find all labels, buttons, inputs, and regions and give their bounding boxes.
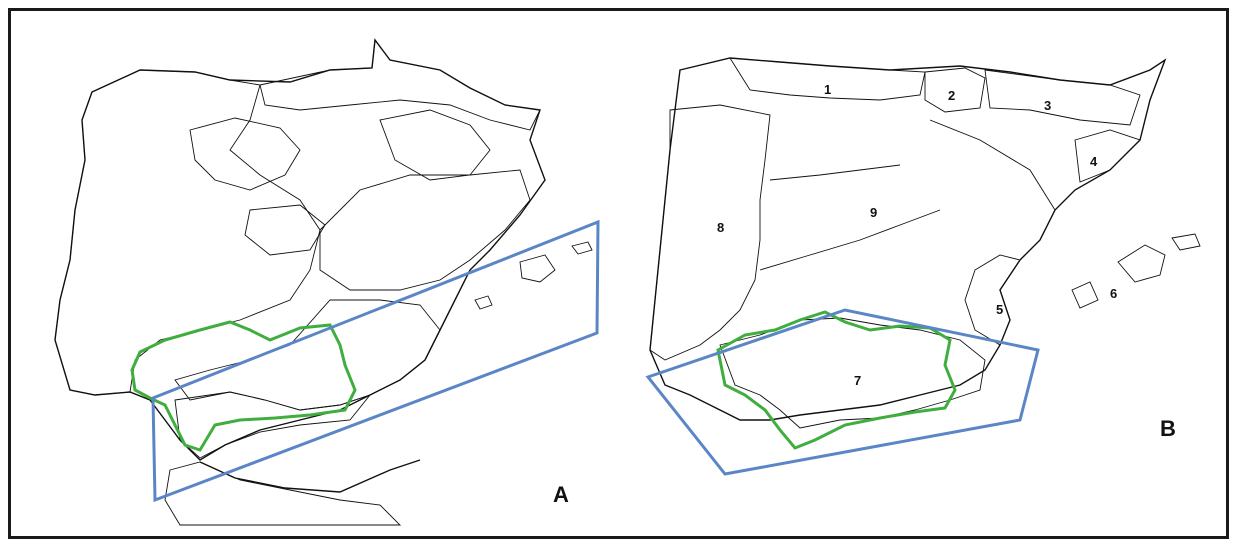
panel-a-highlight-box xyxy=(151,219,600,503)
panel-b-region-label-4: 4 xyxy=(1090,154,1098,169)
panel-a-letter: A xyxy=(553,482,569,507)
panel-b-region-2 xyxy=(924,67,986,113)
panel-b-region-label-1: 1 xyxy=(824,82,831,97)
panel-a-duero-basin xyxy=(189,117,301,191)
panel-a-betic-internal xyxy=(174,299,441,411)
panel-b-region-label-3: 3 xyxy=(1044,98,1051,113)
panel-b-river-duero xyxy=(769,164,901,181)
panel-a-menorca xyxy=(571,241,593,255)
panel-b-island-ibiza xyxy=(1071,281,1099,309)
panel-a-mallorca xyxy=(519,254,556,283)
panel-b-region-7 xyxy=(719,317,986,429)
panel-b-region-4 xyxy=(1074,129,1141,183)
panel-a-north-africa xyxy=(164,461,402,526)
panel-a-peninsula-outline xyxy=(54,38,546,461)
panel-a-map xyxy=(54,38,600,526)
panel-b-region-label-2: 2 xyxy=(948,88,955,103)
panel-b-peninsula-outline xyxy=(649,57,1167,421)
panel-a-betic-external xyxy=(174,391,372,459)
panel-b-island-menorca xyxy=(1171,233,1201,251)
panel-b-region-label-9: 9 xyxy=(870,205,877,220)
figure-frame xyxy=(8,8,1229,539)
panel-b-river-tajo xyxy=(759,209,941,271)
panel-b-region-label-7: 7 xyxy=(854,373,861,388)
panel-b-region-5 xyxy=(964,254,1021,346)
panel-b-island-mallorca xyxy=(1117,244,1166,283)
panel-b-region-label-5: 5 xyxy=(996,302,1003,317)
panel-b-map xyxy=(645,57,1201,476)
panel-b-region-label-6: 6 xyxy=(1110,286,1117,301)
panel-a-ibiza xyxy=(474,295,493,310)
panel-b-highlight-box xyxy=(645,308,1040,476)
panel-b-river-ebro xyxy=(929,119,1056,211)
panel-b-region-1 xyxy=(729,57,926,101)
panel-b-andalusia-outline xyxy=(716,310,957,450)
panel-b-region-8 xyxy=(649,104,771,361)
panel-a-iberian-range xyxy=(319,169,531,291)
panel-b-region-label-8: 8 xyxy=(717,220,724,235)
panel-a-ebro-basin xyxy=(379,109,491,181)
panel-b-letter: B xyxy=(1160,416,1176,441)
panel-a-africa-coast xyxy=(199,459,421,493)
panel-b-region-3 xyxy=(984,69,1141,126)
panel-a-pyrenees xyxy=(259,38,541,131)
panel-a-tajo-basin xyxy=(244,204,326,256)
panel-a-andalusia-outline xyxy=(130,320,357,452)
